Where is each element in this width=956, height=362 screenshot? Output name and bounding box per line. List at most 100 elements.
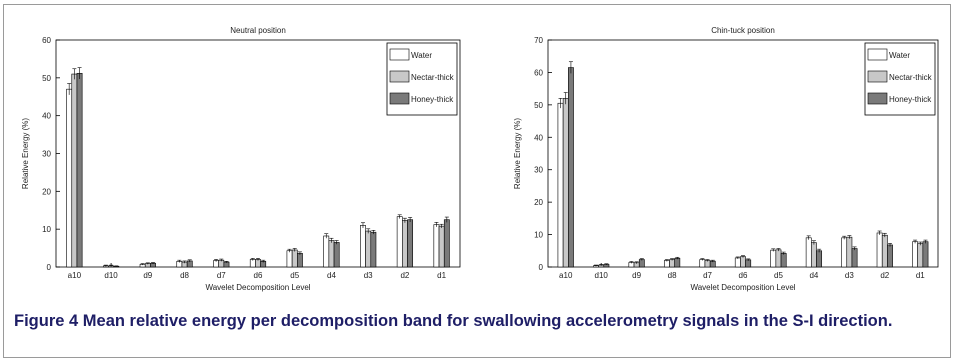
bar-honey-thick xyxy=(780,253,787,268)
bar-honey-thick xyxy=(887,244,893,268)
bar-water xyxy=(323,235,330,268)
x-tick-label: d2 xyxy=(880,271,889,280)
y-tick-label: 40 xyxy=(42,112,51,121)
x-tick-label: d3 xyxy=(845,271,854,280)
bar-nectar-thick xyxy=(669,259,675,268)
bar-water xyxy=(876,232,883,268)
legend-swatch-honey-thick xyxy=(867,92,888,105)
y-tick-label: 10 xyxy=(534,231,543,240)
bar-honey-thick xyxy=(816,250,823,268)
x-tick-label: d7 xyxy=(703,271,712,280)
x-tick-label: d9 xyxy=(143,271,152,280)
x-axis-label: Wavelet Decomposition Level xyxy=(205,283,310,292)
bar-water xyxy=(286,250,293,268)
bar-honey-thick xyxy=(76,72,83,268)
x-tick-label: d5 xyxy=(290,271,299,280)
bar-nectar-thick xyxy=(365,230,372,268)
bar-water xyxy=(360,225,366,268)
x-tick-label: d5 xyxy=(774,271,783,280)
x-tick-label: d6 xyxy=(254,271,263,280)
y-axis-label: Relative Energy (%) xyxy=(513,118,522,189)
x-tick-label: d9 xyxy=(632,271,641,280)
y-tick-label: 60 xyxy=(534,68,543,77)
bar-nectar-thick xyxy=(402,220,408,268)
bar-nectar-thick xyxy=(846,236,853,268)
y-tick-label: 50 xyxy=(42,74,51,83)
caption-label: Figure 4 xyxy=(14,312,79,330)
bar-honey-thick xyxy=(333,242,340,268)
x-tick-label: d4 xyxy=(809,271,818,280)
x-tick-label: d3 xyxy=(364,271,373,280)
legend-swatch-nectar-thick xyxy=(867,70,888,83)
y-tick-label: 60 xyxy=(42,36,51,45)
bar-nectar-thick xyxy=(438,225,445,268)
y-tick-label: 0 xyxy=(47,263,52,272)
bar-nectar-thick xyxy=(881,234,888,268)
figure-charts: Neutral position 0 10 20 30 40 50 60 Relative En… xyxy=(21,26,939,292)
legend-label: Water xyxy=(889,51,910,60)
x-tick-label: d2 xyxy=(400,271,409,280)
bar-honey-thick xyxy=(745,259,752,268)
figure-frame xyxy=(3,4,951,358)
bar-nectar-thick xyxy=(917,243,924,268)
y-tick-label: 40 xyxy=(534,133,543,142)
y-axis-label: Relative Energy (%) xyxy=(21,118,30,189)
bar-water xyxy=(841,237,848,268)
caption-text: Mean relative energy per decomposition b… xyxy=(82,312,893,330)
bar-honey-thick xyxy=(297,253,303,268)
bar-honey-thick xyxy=(851,248,858,268)
legend-swatch-honey-thick xyxy=(389,92,410,105)
figure-caption: Figure 4 Mean relative energy per decomp… xyxy=(14,310,934,332)
y-tick-label: 10 xyxy=(42,225,51,234)
bar-nectar-thick xyxy=(71,73,78,268)
bar-honey-thick xyxy=(407,219,414,268)
legend-swatch-water xyxy=(389,48,410,61)
y-tick-label: 20 xyxy=(534,198,543,207)
bar-nectar-thick xyxy=(811,242,817,268)
bar-nectar-thick xyxy=(328,240,335,268)
x-tick-label: d8 xyxy=(668,271,677,280)
y-tick-label: 50 xyxy=(534,101,543,110)
chart-neutral-position: Neutral position 0 10 20 30 40 50 60 Relative En… xyxy=(21,26,461,292)
x-tick-label: a10 xyxy=(68,271,82,280)
legend-label: Honey-thick xyxy=(889,95,932,104)
bar-water xyxy=(396,216,403,268)
chart-title: Chin-tuck position xyxy=(711,26,775,35)
y-tick-label: 30 xyxy=(534,166,543,175)
bar-nectar-thick xyxy=(740,256,746,268)
x-tick-label: d7 xyxy=(217,271,226,280)
bar-water xyxy=(734,257,741,268)
legend-label: Honey-thick xyxy=(411,95,454,104)
legend-label: Nectar-thick xyxy=(889,73,933,82)
bar-water xyxy=(699,259,706,268)
legend-label: Nectar-thick xyxy=(411,73,455,82)
bar-nectar-thick xyxy=(562,98,569,268)
x-tick-label: d1 xyxy=(916,271,925,280)
bar-nectar-thick xyxy=(291,249,298,268)
bar-water xyxy=(912,241,918,268)
x-tick-label: d8 xyxy=(180,271,189,280)
x-tick-label: d1 xyxy=(437,271,446,280)
y-tick-label: 20 xyxy=(42,187,51,196)
bar-honey-thick xyxy=(370,231,377,268)
y-tick-label: 70 xyxy=(534,36,543,45)
bar-nectar-thick xyxy=(775,249,782,268)
y-tick-label: 30 xyxy=(42,150,51,159)
bar-honey-thick xyxy=(922,241,929,268)
bar-water xyxy=(770,249,777,268)
x-tick-label: d4 xyxy=(327,271,336,280)
bar-water xyxy=(805,237,812,268)
bar-honey-thick xyxy=(568,67,574,268)
legend-swatch-nectar-thick xyxy=(389,70,410,83)
x-axis-label: Wavelet Decomposition Level xyxy=(690,283,795,292)
bar-water xyxy=(433,224,440,268)
x-tick-label: d10 xyxy=(595,271,609,280)
bar-water xyxy=(557,102,564,268)
bar-water xyxy=(66,88,73,268)
bar-honey-thick xyxy=(443,219,450,268)
legend-label: Water xyxy=(411,51,432,60)
chart-title: Neutral position xyxy=(230,26,286,35)
y-tick-label: 0 xyxy=(539,263,544,272)
x-tick-label: a10 xyxy=(559,271,573,280)
chart-chin-tuck-position: Chin-tuck position 0 10 20 30 40 50 60 70 Relativ… xyxy=(513,26,939,292)
